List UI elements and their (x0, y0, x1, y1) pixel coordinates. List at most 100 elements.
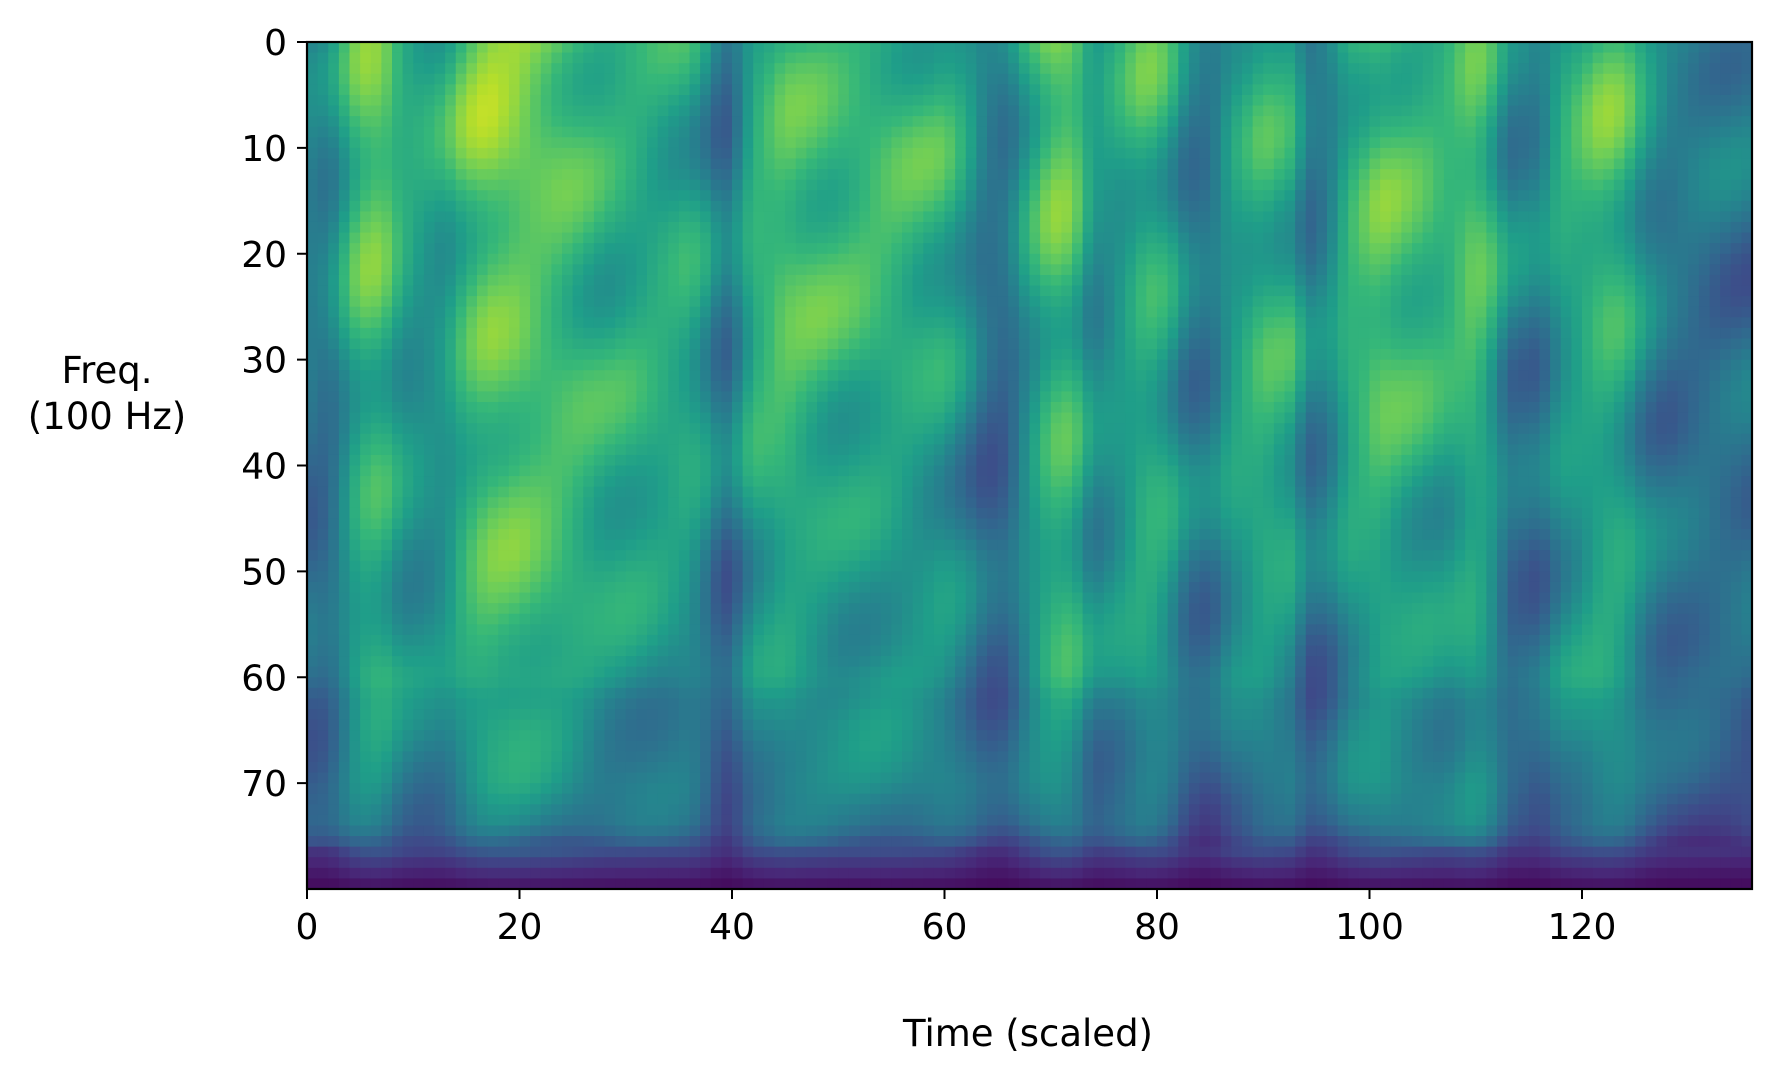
heatmap-cell (360, 52, 372, 64)
heatmap-cell (349, 476, 361, 488)
heatmap-cell (498, 116, 510, 128)
heatmap-cell (700, 380, 712, 392)
heatmap-cell (944, 740, 956, 752)
heatmap-cell (477, 603, 489, 615)
heatmap-cell (540, 126, 552, 138)
heatmap-cell (817, 645, 829, 657)
heatmap-cell (710, 507, 722, 520)
heatmap-cell (689, 603, 701, 615)
heatmap-cell (338, 804, 351, 816)
heatmap-cell (487, 772, 499, 784)
heatmap-cell (508, 539, 521, 551)
heatmap-cell (710, 804, 722, 816)
heatmap-cell (668, 497, 680, 509)
heatmap-cell (668, 709, 680, 721)
heatmap-cell (827, 634, 839, 647)
heatmap-cell (402, 433, 414, 445)
heatmap-cell (933, 444, 946, 456)
heatmap-cell (530, 804, 542, 816)
heatmap-cell (710, 677, 722, 689)
heatmap-cell (710, 52, 722, 64)
heatmap-cell (540, 613, 552, 625)
heatmap-cell (848, 338, 861, 350)
heatmap-cell (732, 380, 744, 392)
heatmap-cell (678, 306, 691, 318)
heatmap-cell (434, 116, 446, 128)
heatmap-cell (317, 200, 329, 212)
heatmap-cell (392, 740, 404, 752)
heatmap-cell (880, 698, 892, 710)
heatmap-cell (838, 169, 850, 181)
heatmap-cell (477, 412, 489, 424)
heatmap-cell (827, 857, 839, 869)
heatmap-cell (933, 359, 946, 371)
heatmap-cell (423, 370, 436, 382)
heatmap-cell (402, 613, 414, 625)
heatmap-cell (657, 761, 669, 774)
heatmap-cell (859, 63, 871, 75)
heatmap-cell (583, 804, 595, 816)
heatmap-cell (859, 571, 871, 583)
heatmap-cell (338, 878, 351, 890)
heatmap-cell (466, 179, 478, 191)
heatmap-cell (370, 709, 382, 721)
heatmap-cell (423, 518, 436, 530)
heatmap-cell (477, 476, 489, 488)
heatmap-cell (753, 158, 765, 170)
heatmap-cell (615, 529, 627, 541)
heatmap-cell (370, 825, 382, 837)
heatmap-cell (912, 476, 924, 488)
heatmap-cell (338, 740, 351, 752)
heatmap-cell (477, 359, 489, 371)
heatmap-cell (891, 253, 903, 265)
heatmap-cell (678, 370, 691, 382)
heatmap-cell (647, 401, 659, 414)
heatmap-cell (328, 772, 340, 784)
heatmap-cell (838, 317, 850, 329)
heatmap-cell (657, 105, 669, 117)
heatmap-cell (710, 190, 722, 202)
heatmap-cell (625, 804, 637, 816)
heatmap-cell (519, 317, 531, 329)
heatmap-cell (487, 486, 499, 498)
heatmap-cell (572, 867, 584, 880)
heatmap-cell (753, 857, 765, 869)
heatmap-cell (902, 63, 914, 75)
heatmap-cell (338, 857, 351, 869)
heatmap-cell (370, 836, 382, 848)
heatmap-cell (806, 677, 818, 689)
heatmap-cell (530, 158, 542, 170)
heatmap-cell (848, 772, 861, 784)
heatmap-cell (562, 253, 574, 265)
heatmap-cell (859, 814, 871, 827)
heatmap-cell (392, 423, 404, 435)
heatmap-cell (519, 285, 531, 297)
heatmap-cell (540, 285, 552, 297)
heatmap-cell (487, 581, 499, 594)
heatmap-cell (806, 666, 818, 678)
heatmap-cell (944, 571, 956, 583)
heatmap-cell (923, 465, 935, 477)
heatmap-cell (721, 772, 733, 784)
heatmap-cell (498, 783, 510, 795)
heatmap-cell (328, 296, 340, 308)
heatmap-cell (338, 571, 351, 583)
heatmap-cell (487, 878, 499, 890)
heatmap-cell (328, 730, 340, 742)
heatmap-cell (487, 454, 499, 467)
heatmap-cell (328, 338, 340, 350)
heatmap-cell (370, 603, 382, 615)
heatmap-cell (593, 158, 606, 170)
heatmap-cell (423, 243, 436, 255)
heatmap-cell (774, 772, 786, 784)
heatmap-cell (317, 221, 329, 234)
heatmap-cell (583, 264, 595, 276)
heatmap-cell (583, 200, 595, 212)
heatmap-cell (540, 730, 552, 742)
heatmap-cell (753, 698, 765, 710)
heatmap-cell (402, 296, 414, 308)
heatmap-cell (647, 274, 659, 287)
heatmap-cell (402, 380, 414, 392)
heatmap-cell (891, 592, 903, 604)
heatmap-cell (477, 857, 489, 869)
